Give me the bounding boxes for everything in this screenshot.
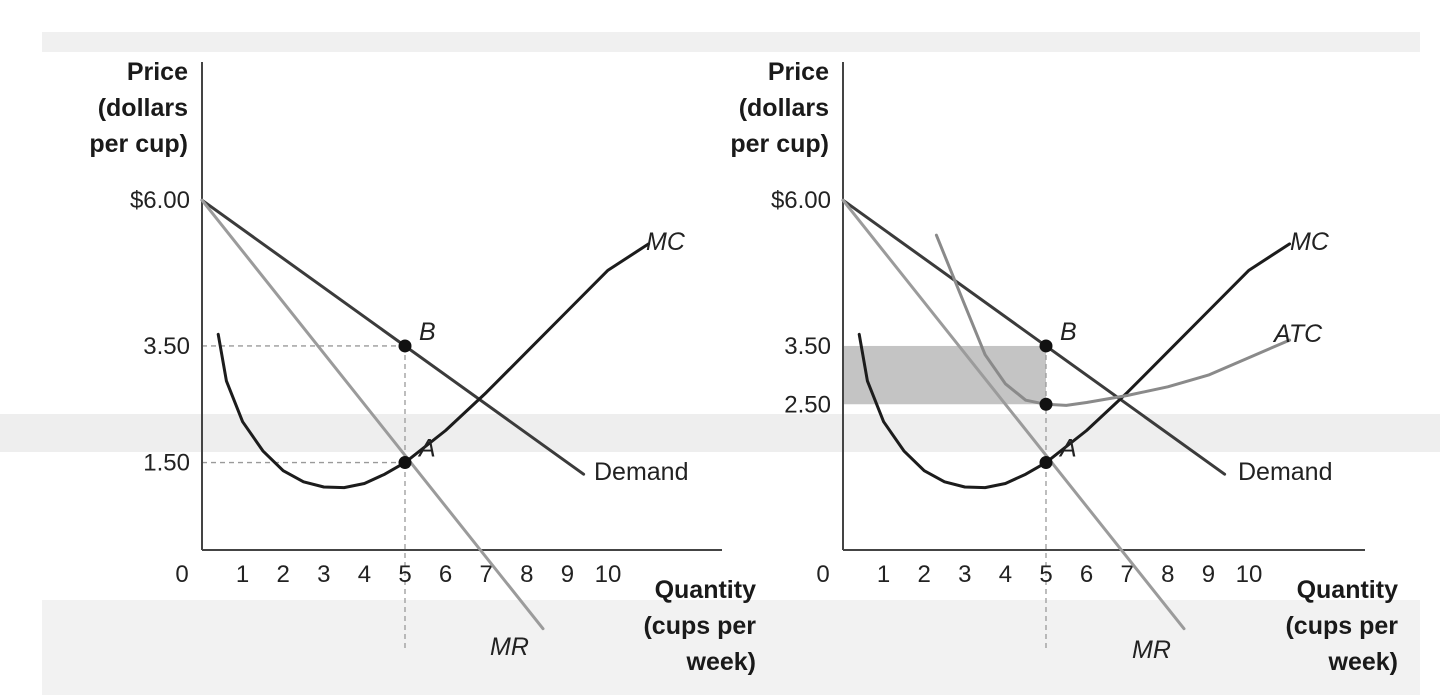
point-a — [1039, 456, 1053, 470]
point-b — [1039, 339, 1053, 353]
y-axis-title: per cup) — [730, 130, 829, 158]
x-tick-label: 8 — [520, 561, 533, 588]
mr-curve — [841, 198, 1186, 631]
point-label-a: A — [417, 435, 436, 463]
point-b — [398, 339, 412, 353]
chart-panel-1: Price (dollars per cup) Quantity (cups per we… — [89, 58, 756, 676]
x-tick-label: 6 — [1080, 561, 1093, 588]
y-axis-title: Price — [127, 58, 188, 86]
x-tick-label: 4 — [999, 561, 1012, 588]
atc-label: ATC — [1272, 320, 1323, 348]
y-tick-label: $6.00 — [771, 187, 831, 214]
y-axis-title: (dollars — [98, 94, 188, 122]
x-axis-title: (cups per — [1285, 612, 1398, 640]
x-tick-label: 2 — [277, 561, 290, 588]
x-tick-label: 1 — [236, 561, 249, 588]
x-tick-label: 10 — [595, 561, 622, 588]
x-tick-label: 3 — [958, 561, 971, 588]
mc-curve — [857, 242, 1292, 490]
x-axis-title: Quantity — [1297, 576, 1398, 604]
x-tick-label: 10 — [1236, 561, 1263, 588]
y-axis-title: per cup) — [89, 130, 188, 158]
y-tick-label: 3.50 — [143, 333, 190, 360]
x-tick-label: 7 — [480, 561, 493, 588]
x-tick-label: 4 — [358, 561, 371, 588]
x-axis-title: week) — [686, 648, 756, 676]
profit-area — [843, 345, 1046, 405]
y-tick-label: 2.50 — [784, 391, 831, 418]
demand-label: Demand — [1238, 458, 1333, 486]
x-tick-label: 5 — [398, 561, 411, 588]
mr-curve — [200, 198, 545, 631]
point-atc-min — [1039, 397, 1053, 411]
origin-label: 0 — [816, 561, 829, 588]
x-tick-label: 6 — [439, 561, 452, 588]
point-label-b: B — [419, 318, 436, 346]
mc-label: MC — [1290, 228, 1330, 256]
x-tick-label: 3 — [317, 561, 330, 588]
x-tick-label: 1 — [877, 561, 890, 588]
y-axis-title: (dollars — [739, 94, 829, 122]
demand-curve — [200, 198, 586, 476]
x-axis-title: (cups per — [643, 612, 756, 640]
demand-label: Demand — [594, 458, 689, 486]
point-label-b: B — [1060, 318, 1077, 346]
x-tick-label: 9 — [561, 561, 574, 588]
x-axis-title: week) — [1328, 648, 1398, 676]
x-tick-label: 5 — [1039, 561, 1052, 588]
point-a — [398, 456, 412, 470]
y-tick-label: 1.50 — [143, 450, 190, 477]
x-axis-title: Quantity — [655, 576, 756, 604]
x-tick-label: 2 — [918, 561, 931, 588]
chart-panel-2: Price (dollars per cup) Quantity (cups per we… — [730, 58, 1398, 676]
demand-curve — [841, 198, 1227, 476]
origin-label: 0 — [175, 561, 188, 588]
atc-curve — [934, 233, 1292, 407]
bottom-band — [42, 600, 1420, 695]
point-label-a: A — [1058, 435, 1077, 463]
top-band — [42, 32, 1420, 52]
mr-label: MR — [490, 633, 529, 661]
x-tick-label: 8 — [1161, 561, 1174, 588]
mc-curve — [216, 242, 651, 490]
y-tick-label: 3.50 — [784, 333, 831, 360]
mc-label: MC — [646, 228, 686, 256]
middle-band — [0, 414, 1440, 452]
x-tick-label: 9 — [1202, 561, 1215, 588]
x-tick-label: 7 — [1121, 561, 1134, 588]
y-axis-title: Price — [768, 58, 829, 86]
y-tick-label: $6.00 — [130, 187, 190, 214]
mr-label: MR — [1132, 636, 1171, 664]
